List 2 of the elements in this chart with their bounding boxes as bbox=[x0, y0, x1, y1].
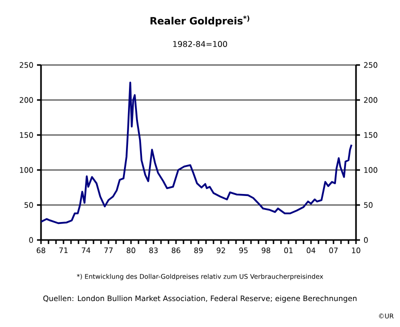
line-series bbox=[41, 82, 352, 224]
chart-title: Realer Goldpreis$^{*)}$ bbox=[150, 16, 250, 26]
